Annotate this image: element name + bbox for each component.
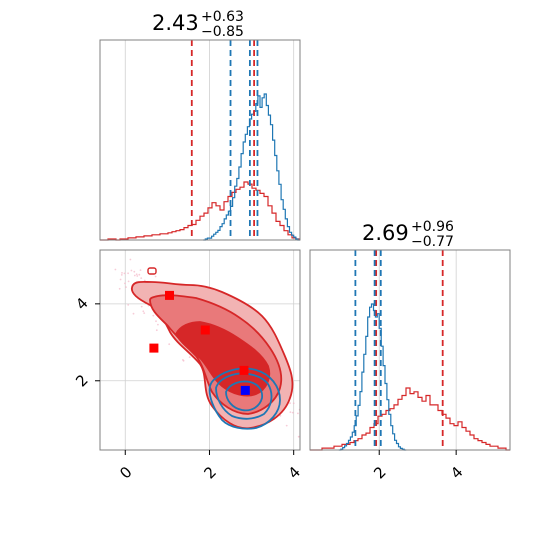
joint-scatter-point (135, 273, 138, 276)
blue-contour-outer (208, 367, 281, 430)
joint-scatter-point (127, 280, 130, 283)
joint-scatter-point (289, 402, 291, 404)
joint-x-tick-label-2: 4 (285, 463, 304, 482)
joint-scatter-point (307, 433, 309, 435)
marginal-2-frame (309, 249, 511, 451)
red-contour-island (147, 267, 157, 275)
marginal-2-x-tick-label-1: 4 (447, 463, 466, 482)
marginal-1-grid (124, 40, 295, 240)
joint-scatter-point (127, 304, 130, 306)
marginal-2-title-upper: +0.96 (411, 219, 454, 235)
joint-scatter-point (142, 310, 145, 313)
joint-scatter-point (139, 269, 142, 271)
joint-scatter-point (125, 286, 127, 288)
joint-y-ticks: 24 (72, 294, 100, 391)
p1-histogram-blue (203, 93, 300, 241)
joint-scatter-point (136, 275, 139, 277)
red-marker-0 (165, 290, 174, 300)
joint-scatter-point (132, 312, 135, 315)
joint-scatter-point (138, 273, 141, 276)
joint-scatter-point (155, 320, 157, 323)
blue-density-contours (208, 367, 281, 430)
marginal-1-series (100, 93, 300, 241)
joint-scatter-point (124, 282, 126, 285)
blue-marker-0 (240, 385, 250, 395)
joint-markers (149, 290, 250, 395)
red-marker-3 (239, 365, 249, 375)
marginal-panel-1: 2.43 +0.63 −0.85 (99, 9, 301, 241)
marginal-1-title-upper: +0.63 (201, 9, 244, 25)
joint-scatter-point (188, 356, 191, 358)
joint-scatter-point (119, 278, 122, 281)
joint-scatter-point (123, 272, 126, 275)
joint-scatter-point (129, 258, 132, 261)
marginal-1-frame (99, 39, 301, 241)
marginal-1-title-median: 2.43 (152, 11, 199, 35)
blue-contour-mid (215, 372, 273, 420)
joint-scatter-point (157, 323, 159, 326)
joint-scatter-point (143, 279, 146, 282)
joint-scatter-point (292, 402, 295, 405)
joint-y-tick-label-0: 2 (72, 371, 91, 390)
joint-scatter-point (168, 343, 171, 346)
joint-scatter-point (127, 272, 129, 275)
joint-scatter-point (289, 411, 292, 413)
joint-scatter-point (155, 329, 158, 332)
joint-scatter-point (152, 314, 155, 317)
p2-histogram-blue (338, 303, 407, 451)
joint-x-ticks: 0 2 4 (116, 450, 304, 482)
marginal-2-title-lower: −0.77 (411, 234, 454, 250)
joint-scatter-point (279, 414, 282, 417)
joint-frame (99, 249, 301, 451)
joint-x-tick-label-1: 2 (200, 463, 219, 482)
marginal-2-title-median: 2.69 (362, 221, 409, 245)
joint-y-tick-label-1: 4 (72, 294, 91, 313)
joint-scatter-point (130, 269, 133, 272)
marginal-1-title-lower: −0.85 (201, 24, 244, 40)
marginal-2-x-tick-label-0: 2 (370, 463, 389, 482)
joint-scatter-point (114, 268, 117, 271)
joint-scatter-point (285, 424, 288, 427)
joint-x-tick-label-0: 0 (116, 463, 135, 482)
marginal-1-quantile-lines (190, 40, 259, 240)
joint-scatter-point (306, 434, 308, 436)
blue-contour-inner (225, 380, 263, 412)
red-marker-2 (149, 343, 159, 353)
joint-scatter-point (182, 359, 184, 361)
p2-histogram-red (310, 387, 510, 451)
joint-scatter-point (300, 436, 302, 438)
joint-scatter-point (133, 270, 136, 273)
joint-scatter-point (297, 435, 300, 438)
joint-scatter-point (291, 411, 294, 414)
marginal-2-quantile-lines (354, 250, 444, 450)
joint-scatter-point (140, 305, 143, 308)
marginal-2-series (310, 303, 510, 451)
joint-scatter-point (120, 274, 123, 276)
joint-scatter-point (297, 412, 299, 415)
joint-scatter-point (140, 277, 143, 279)
p1-histogram-red (100, 181, 300, 241)
joint-scatter-point (118, 287, 121, 290)
joint-scatter-point (154, 275, 157, 278)
joint-scatter-point (133, 274, 136, 277)
red-marker-1 (200, 325, 210, 335)
joint-scatter-point (121, 272, 123, 274)
joint-scatter-point (143, 312, 146, 314)
red-density-contours (130, 280, 294, 430)
